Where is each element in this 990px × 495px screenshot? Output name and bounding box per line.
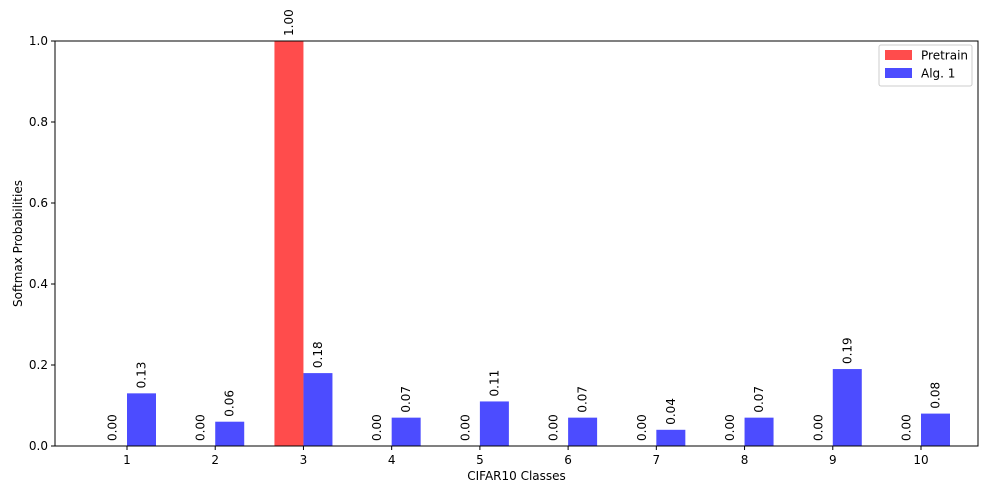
data-label-alg-1-class-5: 0.11 bbox=[487, 370, 501, 397]
y-tick-label-0.6: 0.6 bbox=[29, 196, 48, 210]
bar-alg-1-class-10 bbox=[921, 413, 950, 446]
bar-alg-1-class-2 bbox=[215, 421, 245, 446]
data-label-alg-1-class-6: 0.07 bbox=[576, 386, 590, 413]
data-label-pretrain-class-1: 0.00 bbox=[106, 414, 120, 441]
legend-label-pretrain: Pretrain bbox=[921, 49, 968, 63]
x-tick-label-9: 9 bbox=[829, 453, 837, 467]
x-tick-label-1: 1 bbox=[123, 453, 131, 467]
data-labels-layer: 0.00 0.13 0.00 0.06 1.00 0.18 0.00 0.07 0.00 0.11… bbox=[106, 9, 943, 441]
data-label-alg-1-class-1: 0.13 bbox=[135, 362, 149, 389]
x-ticks: 1 2 3 4 5 6 7 8 9 10 bbox=[123, 446, 929, 467]
y-tick-label-0.0: 0.0 bbox=[29, 439, 48, 453]
y-ticks: 0.0 0.2 0.4 0.6 0.8 1.0 bbox=[29, 34, 55, 453]
data-label-pretrain-class-7: 0.00 bbox=[635, 414, 649, 441]
x-axis-label: CIFAR10 Classes bbox=[467, 469, 566, 483]
data-label-pretrain-class-2: 0.00 bbox=[194, 414, 208, 441]
legend: Pretrain Alg. 1 bbox=[878, 44, 973, 87]
bar-pretrain-class-3 bbox=[274, 41, 304, 446]
data-label-pretrain-class-10: 0.00 bbox=[900, 414, 914, 441]
data-label-alg-1-class-3: 0.18 bbox=[311, 341, 325, 368]
data-label-alg-1-class-8: 0.07 bbox=[752, 386, 766, 413]
x-tick-label-5: 5 bbox=[476, 453, 484, 467]
data-label-pretrain-class-8: 0.00 bbox=[723, 414, 737, 441]
y-tick-label-0.2: 0.2 bbox=[29, 358, 48, 372]
plot-frame bbox=[54, 40, 979, 447]
y-tick-label-0.4: 0.4 bbox=[29, 277, 48, 291]
data-label-pretrain-class-6: 0.00 bbox=[547, 414, 561, 441]
data-label-pretrain-class-9: 0.00 bbox=[811, 414, 825, 441]
data-label-pretrain-class-4: 0.00 bbox=[370, 414, 384, 441]
bars-layer bbox=[127, 41, 950, 446]
bar-alg-1-class-3 bbox=[303, 373, 333, 446]
data-label-alg-1-class-9: 0.19 bbox=[840, 337, 854, 364]
y-axis-label: Softmax Probabilities bbox=[11, 180, 25, 307]
y-tick-label-0.8: 0.8 bbox=[29, 115, 48, 129]
data-label-pretrain-class-3: 1.00 bbox=[282, 9, 296, 36]
x-tick-label-8: 8 bbox=[741, 453, 749, 467]
legend-swatch-pretrain bbox=[885, 50, 912, 60]
bar-alg-1-class-8 bbox=[744, 417, 774, 446]
data-label-alg-1-class-4: 0.07 bbox=[399, 386, 413, 413]
data-label-pretrain-class-5: 0.00 bbox=[458, 414, 472, 441]
bar-alg-1-class-7 bbox=[656, 429, 686, 446]
legend-swatch-alg1 bbox=[885, 68, 912, 78]
x-tick-label-2: 2 bbox=[211, 453, 219, 467]
legend-label-alg1: Alg. 1 bbox=[921, 67, 955, 81]
x-tick-label-4: 4 bbox=[388, 453, 396, 467]
y-tick-label-1.0: 1.0 bbox=[29, 34, 48, 48]
bar-alg-1-class-4 bbox=[391, 417, 421, 446]
bar-alg-1-class-5 bbox=[479, 401, 509, 446]
x-tick-label-3: 3 bbox=[300, 453, 308, 467]
x-tick-label-7: 7 bbox=[653, 453, 661, 467]
axes-layer bbox=[54, 40, 979, 447]
bar-alg-1-class-1 bbox=[127, 393, 156, 446]
bar-alg-1-class-6 bbox=[568, 417, 598, 446]
data-label-alg-1-class-7: 0.04 bbox=[664, 398, 678, 425]
data-label-alg-1-class-2: 0.06 bbox=[223, 390, 237, 417]
data-label-alg-1-class-10: 0.08 bbox=[929, 382, 943, 409]
x-tick-label-6: 6 bbox=[564, 453, 572, 467]
x-tick-label-10: 10 bbox=[913, 453, 928, 467]
bar-alg-1-class-9 bbox=[832, 369, 862, 446]
